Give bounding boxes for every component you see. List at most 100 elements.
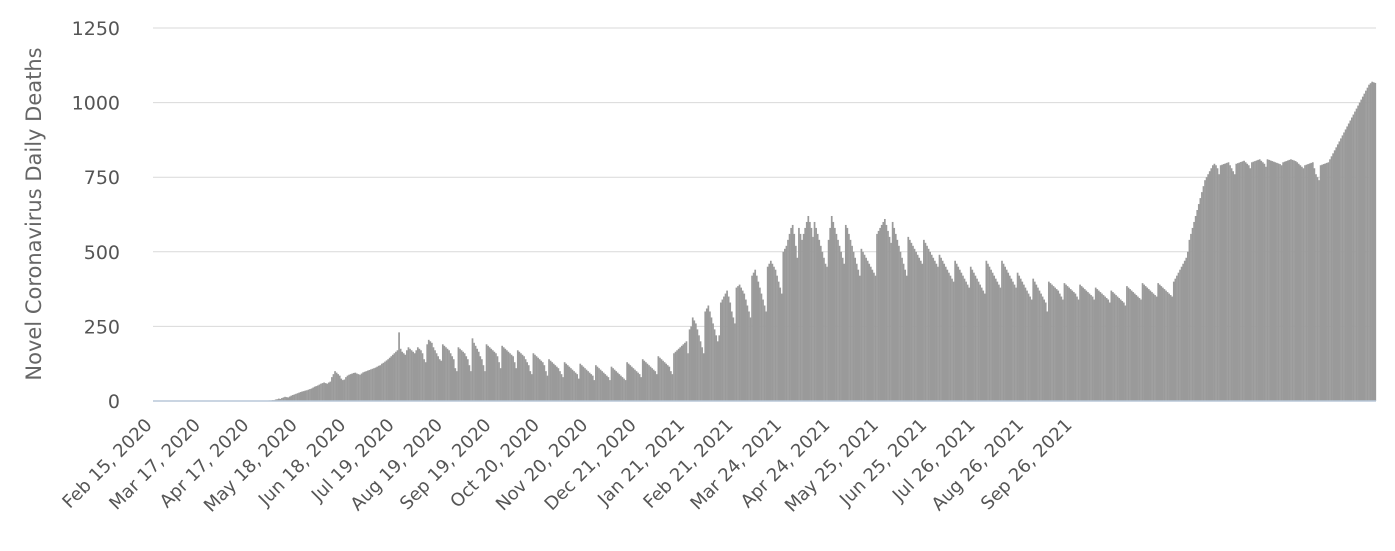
bar	[874, 275, 877, 401]
bar	[841, 257, 844, 401]
bar	[1087, 292, 1089, 401]
bar	[1244, 162, 1247, 401]
bar	[521, 354, 524, 401]
bar	[901, 257, 903, 401]
bar	[668, 366, 671, 401]
bar	[279, 398, 282, 401]
bar	[632, 368, 635, 401]
bar	[940, 257, 942, 401]
bar	[484, 371, 486, 401]
bar	[532, 353, 535, 401]
bar	[351, 373, 354, 401]
bar	[434, 350, 436, 401]
bar	[1271, 161, 1274, 401]
bar	[654, 371, 657, 401]
bar	[462, 351, 464, 401]
bar	[958, 269, 961, 401]
bar	[338, 375, 341, 401]
bar	[744, 299, 747, 401]
bar	[402, 353, 405, 401]
bar	[927, 248, 930, 401]
bar	[554, 365, 557, 401]
bar	[518, 351, 521, 401]
bar	[913, 248, 916, 401]
bar	[466, 359, 469, 401]
bar	[809, 221, 811, 401]
bar	[935, 263, 938, 401]
bar	[1368, 84, 1370, 401]
bar	[933, 260, 936, 401]
bar	[352, 372, 355, 401]
bar	[773, 266, 775, 401]
bar	[627, 363, 630, 401]
bar	[1154, 295, 1156, 401]
bar	[337, 374, 340, 401]
bar	[545, 371, 547, 401]
bar	[1315, 174, 1317, 401]
bar	[674, 351, 677, 401]
bar	[1160, 286, 1163, 401]
bar	[1310, 162, 1313, 401]
bar	[1183, 260, 1186, 401]
bar	[965, 281, 967, 401]
bar	[1126, 286, 1128, 401]
bar	[285, 397, 288, 401]
bar	[741, 290, 744, 401]
bar	[1026, 290, 1028, 401]
bar	[582, 366, 585, 401]
bar	[441, 344, 444, 401]
bar	[426, 344, 429, 401]
bar	[1085, 290, 1088, 401]
bar	[607, 377, 610, 401]
bar	[388, 357, 391, 401]
bar	[1162, 287, 1164, 401]
bar	[885, 224, 888, 401]
bar	[416, 347, 419, 401]
bar	[724, 293, 727, 401]
bar	[370, 369, 372, 401]
bar	[1296, 162, 1299, 401]
bar	[779, 287, 782, 401]
bar	[827, 239, 830, 401]
bar	[863, 254, 866, 401]
bar	[994, 278, 997, 401]
bar	[1141, 283, 1144, 401]
bar	[276, 399, 279, 401]
bar	[768, 263, 771, 401]
bar	[966, 284, 969, 401]
bar	[712, 323, 714, 401]
bar	[1091, 296, 1094, 401]
bar	[1355, 108, 1358, 401]
bar	[855, 263, 858, 401]
bar	[682, 344, 685, 401]
bar	[723, 296, 725, 401]
bar	[1276, 162, 1278, 401]
bar	[543, 365, 546, 401]
bar	[1029, 296, 1031, 401]
bar	[1137, 296, 1139, 401]
bar	[1196, 210, 1199, 401]
bar	[612, 368, 614, 401]
bar	[702, 353, 705, 401]
bar	[515, 368, 518, 401]
bar	[1157, 283, 1160, 401]
bar	[1176, 275, 1178, 401]
bar	[293, 394, 296, 401]
bar	[848, 233, 850, 401]
bar	[454, 368, 457, 401]
bar	[384, 361, 386, 401]
bar	[1249, 168, 1252, 401]
bar	[988, 266, 991, 401]
bar	[382, 362, 385, 401]
bar	[1135, 295, 1138, 401]
bar	[748, 311, 750, 401]
bar	[705, 308, 708, 401]
bar	[1163, 289, 1166, 401]
bar	[310, 388, 313, 401]
bar	[277, 398, 280, 401]
bar	[591, 375, 594, 401]
bar	[474, 345, 477, 401]
bar	[666, 365, 669, 401]
bar	[1051, 284, 1053, 401]
bar	[1072, 292, 1075, 401]
